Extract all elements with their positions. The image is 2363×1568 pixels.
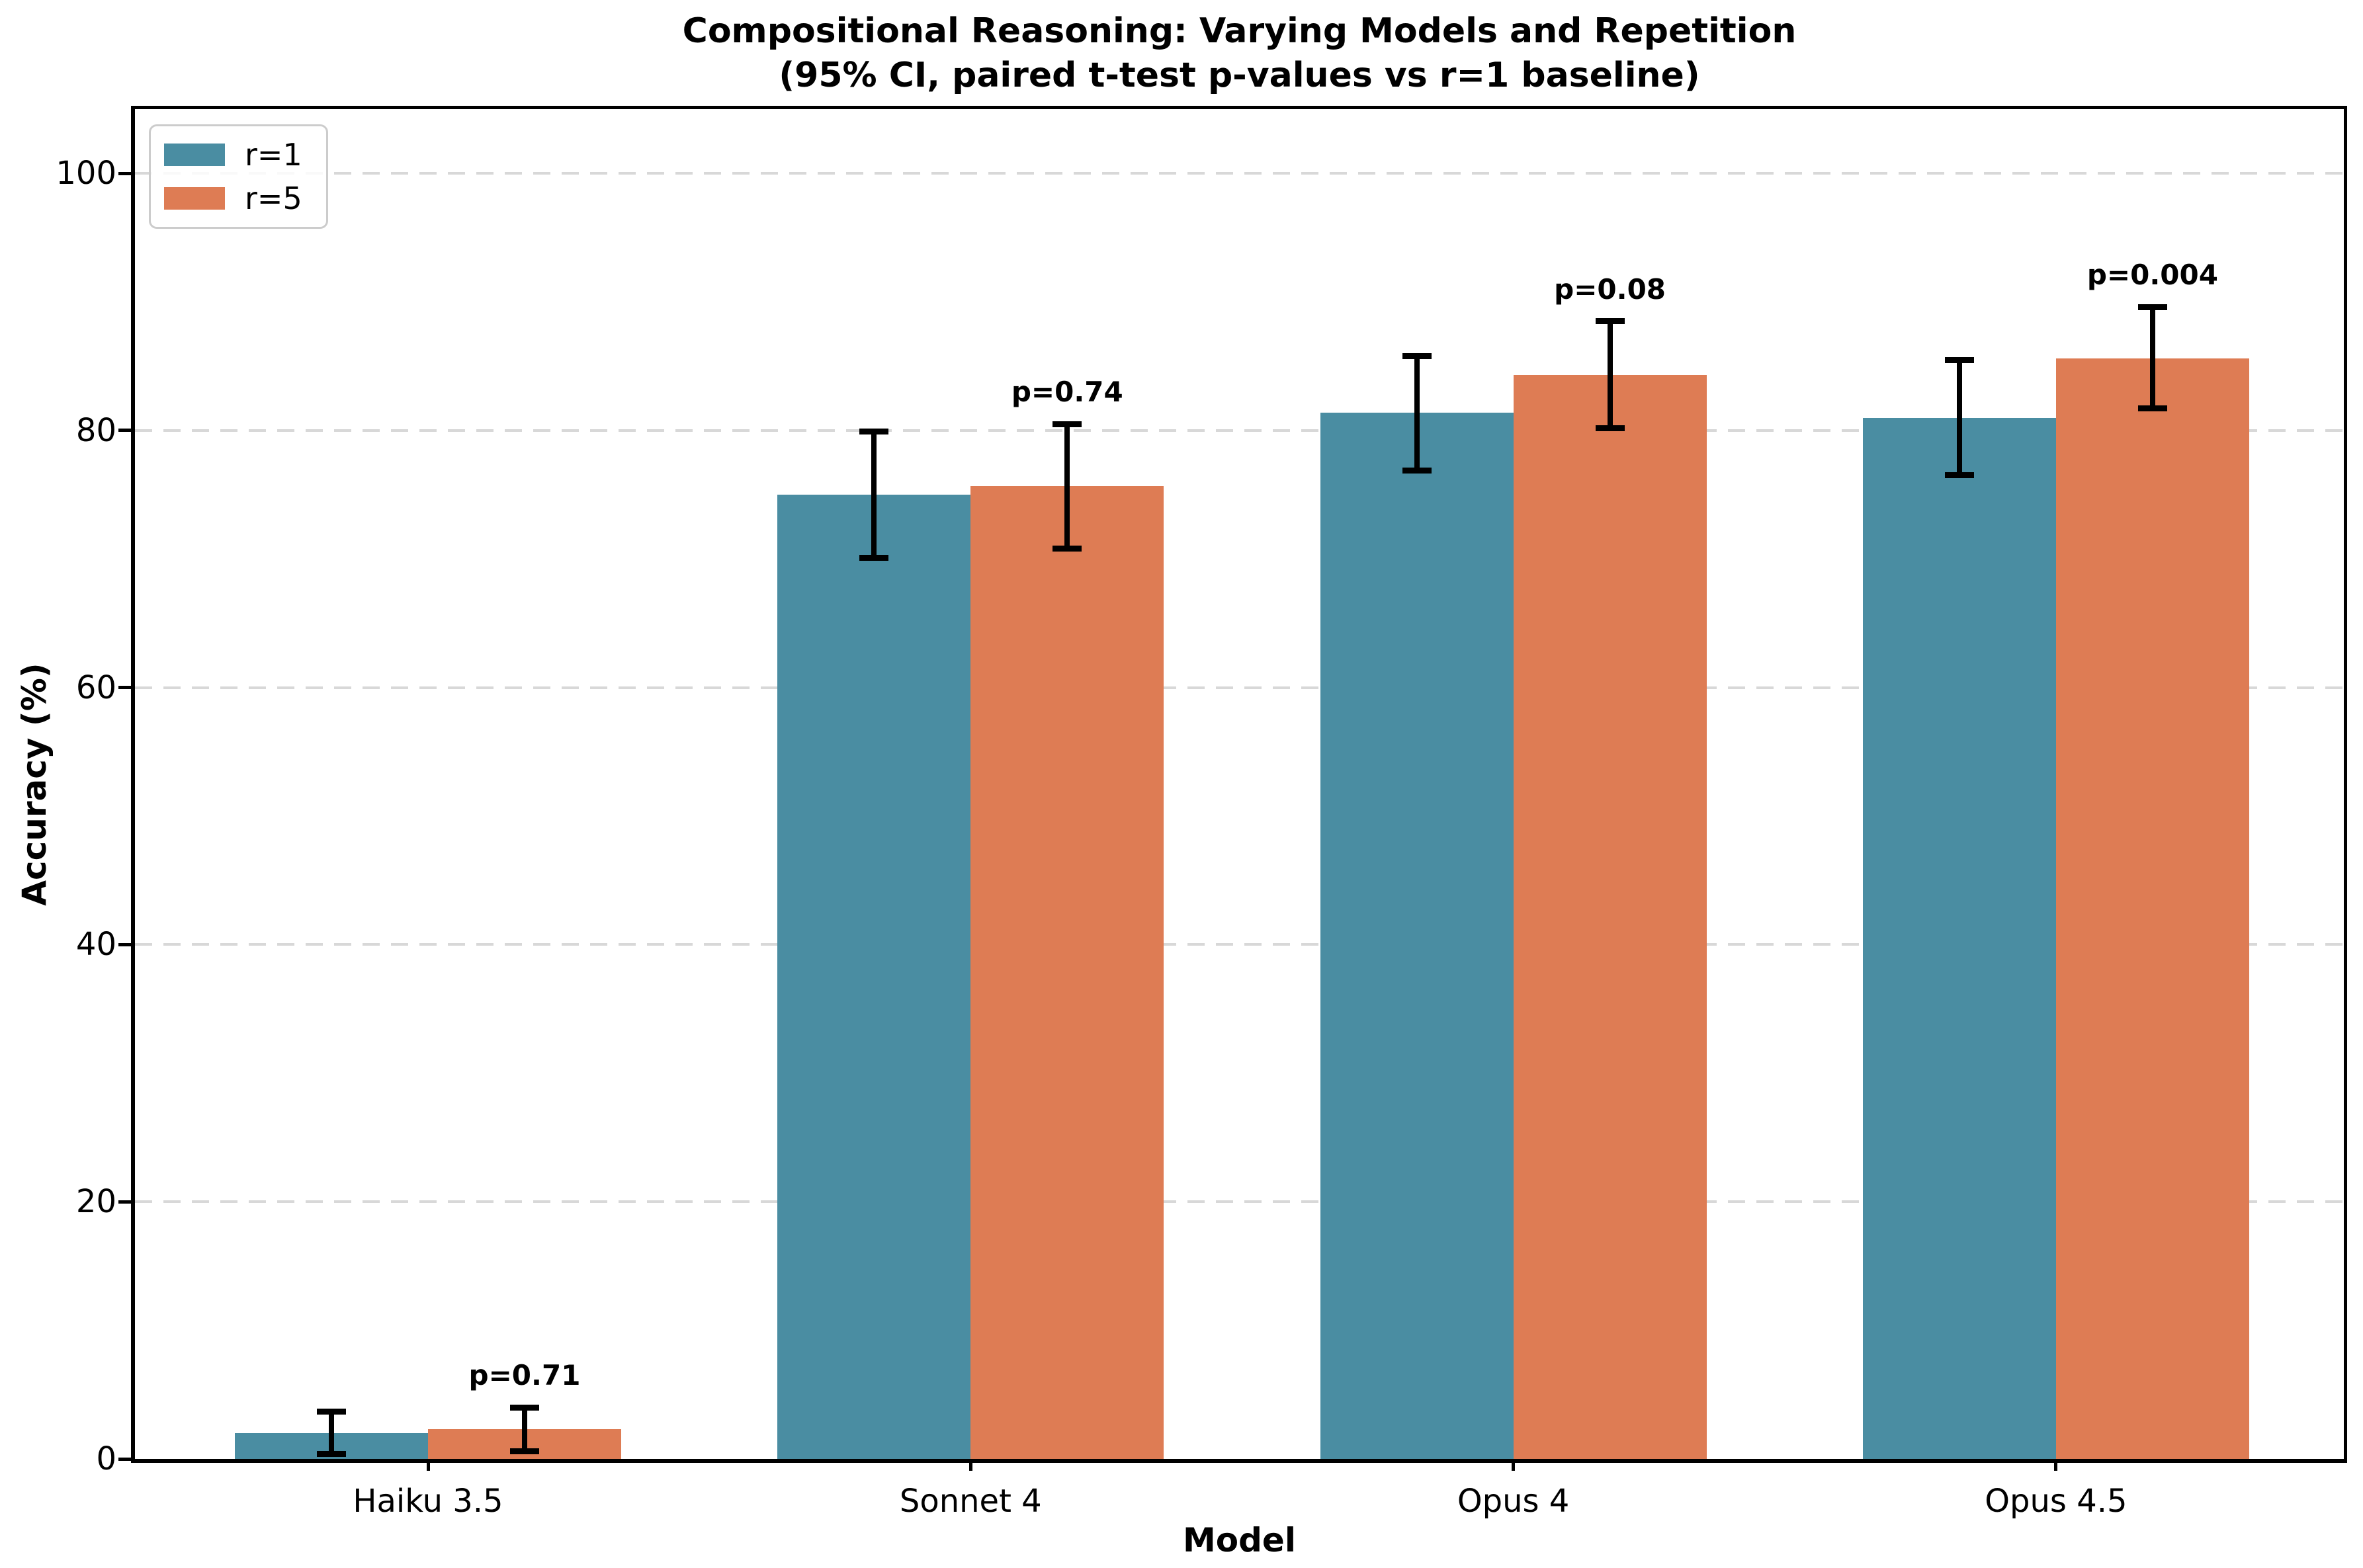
x-tick-label-opus-4-5: Opus 4.5 <box>1985 1483 2127 1520</box>
gridline-y-20 <box>135 1200 2344 1204</box>
error-cap-top-r-1-sonnet-4 <box>859 429 889 435</box>
y-tick-label-60: 60 <box>75 669 116 706</box>
p-value-label-opus-4-5: p=0.004 <box>2086 259 2218 292</box>
legend-row-r5: r=5 <box>164 182 302 215</box>
gridline-y-60 <box>135 686 2344 689</box>
bar-r-5-opus-4-5 <box>2055 358 2249 1459</box>
error-bar-r-1-sonnet-4 <box>871 431 877 558</box>
bar-r-1-sonnet-4 <box>777 495 971 1459</box>
error-bar-r-1-haiku-3-5 <box>329 1411 334 1454</box>
y-tick-label-80: 80 <box>75 411 116 449</box>
y-tick-60 <box>118 686 135 690</box>
plot-spine-bottom <box>131 1459 2347 1463</box>
error-bar-r-5-opus-4-5 <box>2149 307 2155 409</box>
bar-r-1-opus-4 <box>1320 412 1514 1459</box>
gridline-y-40 <box>135 943 2344 946</box>
x-tick-opus-4 <box>1512 1459 1516 1471</box>
error-cap-bottom-r-5-sonnet-4 <box>1053 546 1082 552</box>
error-cap-top-r-1-haiku-3-5 <box>317 1408 346 1415</box>
error-cap-bottom-r-5-opus-4-5 <box>2137 405 2167 412</box>
error-bar-r-1-opus-4-5 <box>1956 360 1962 475</box>
legend-swatch-r1 <box>164 144 225 166</box>
legend-swatch-r5 <box>164 187 225 210</box>
error-cap-bottom-r-5-haiku-3-5 <box>510 1448 539 1454</box>
y-tick-label-0: 0 <box>96 1440 116 1477</box>
y-tick-label-20: 20 <box>75 1183 116 1221</box>
error-bar-r-5-haiku-3-5 <box>522 1407 527 1452</box>
x-tick-haiku-3-5 <box>426 1459 430 1471</box>
error-cap-top-r-5-haiku-3-5 <box>510 1404 539 1411</box>
gridline-y-100 <box>135 172 2344 175</box>
y-tick-20 <box>118 1200 135 1204</box>
error-cap-bottom-r-5-opus-4 <box>1595 425 1625 431</box>
error-cap-top-r-5-opus-4-5 <box>2137 304 2167 310</box>
error-cap-top-r-5-sonnet-4 <box>1053 421 1082 427</box>
plot-spine-top <box>131 106 2347 109</box>
x-tick-label-opus-4: Opus 4 <box>1457 1483 1570 1520</box>
y-tick-0 <box>118 1457 135 1461</box>
x-tick-sonnet-4 <box>968 1459 972 1471</box>
chart-title: Compositional Reasoning: Varying Models … <box>135 9 2344 97</box>
legend-label-r1: r=1 <box>245 137 302 173</box>
error-cap-top-r-1-opus-4-5 <box>1944 356 1974 363</box>
plot-spine-left <box>131 106 135 1463</box>
legend-label-r5: r=5 <box>245 181 302 216</box>
error-cap-bottom-r-1-sonnet-4 <box>859 554 889 561</box>
error-cap-bottom-r-1-opus-4-5 <box>1944 472 1974 479</box>
error-bar-r-5-sonnet-4 <box>1064 424 1070 549</box>
plot-spine-right <box>2344 106 2347 1463</box>
chart-title-line2: (95% CI, paired t-test p-values vs r=1 b… <box>779 55 1700 95</box>
x-tick-opus-4-5 <box>2054 1459 2058 1471</box>
y-tick-100 <box>118 171 135 175</box>
y-tick-label-40: 40 <box>75 926 116 964</box>
x-tick-label-haiku-3-5: Haiku 3.5 <box>353 1483 503 1520</box>
y-tick-label-100: 100 <box>56 155 116 192</box>
legend: r=1 r=5 <box>149 124 328 229</box>
bar-r-5-opus-4 <box>1513 375 1707 1459</box>
error-cap-bottom-r-1-opus-4 <box>1402 467 1432 474</box>
bar-r-1-opus-4-5 <box>1862 417 2056 1459</box>
error-cap-top-r-1-opus-4 <box>1402 352 1432 359</box>
legend-row-r1: r=1 <box>164 138 302 171</box>
error-cap-top-r-5-opus-4 <box>1595 318 1625 325</box>
p-value-label-haiku-3-5: p=0.71 <box>468 1359 581 1392</box>
error-bar-r-1-opus-4 <box>1414 356 1420 471</box>
p-value-label-sonnet-4: p=0.74 <box>1011 376 1123 409</box>
y-tick-40 <box>118 942 135 946</box>
y-tick-80 <box>118 429 135 433</box>
x-tick-label-sonnet-4: Sonnet 4 <box>899 1483 1042 1520</box>
p-value-label-opus-4: p=0.08 <box>1554 272 1666 306</box>
plot-area: r=1 r=5 p=0.71 p=0.74 p=0.08 p=0.004 <box>118 106 2347 1471</box>
gridline-y-80 <box>135 429 2344 432</box>
error-cap-bottom-r-1-haiku-3-5 <box>317 1450 346 1457</box>
bar-r-5-sonnet-4 <box>970 485 1164 1459</box>
x-axis-label: Model <box>1183 1521 1296 1559</box>
chart-title-line1: Compositional Reasoning: Varying Models … <box>682 11 1797 51</box>
error-bar-r-5-opus-4 <box>1607 321 1613 429</box>
